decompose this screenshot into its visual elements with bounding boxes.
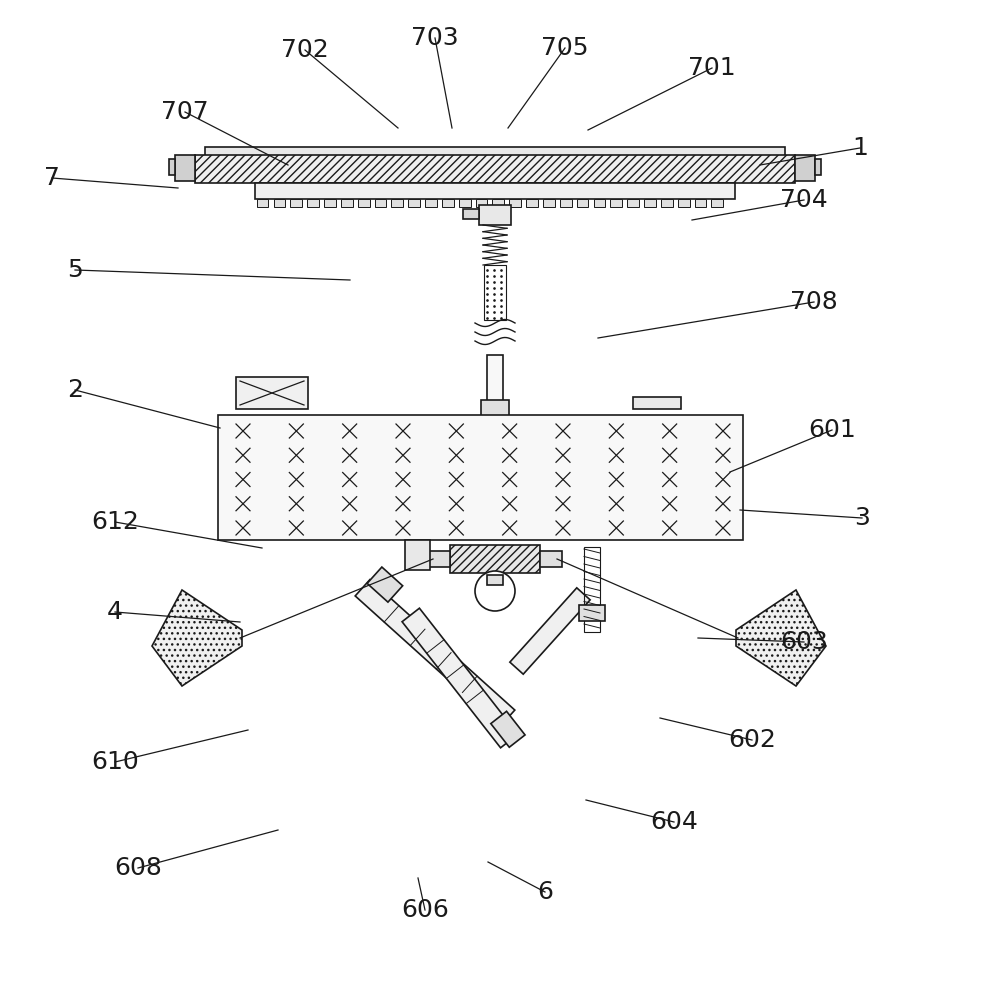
Bar [236, 377, 308, 409]
Text: 705: 705 [541, 36, 589, 60]
Text: 704: 704 [780, 188, 828, 212]
Text: 602: 602 [728, 728, 776, 752]
Bar [405, 540, 430, 570]
Bar [476, 199, 487, 207]
Text: 603: 603 [780, 630, 828, 654]
Bar [175, 155, 195, 181]
Bar [324, 199, 336, 207]
Text: 707: 707 [161, 100, 209, 124]
Bar [391, 199, 403, 207]
Bar [579, 605, 605, 621]
Polygon shape [491, 711, 525, 747]
Bar [450, 545, 540, 573]
Polygon shape [368, 567, 402, 602]
Bar [644, 199, 655, 207]
Text: 5: 5 [67, 258, 83, 282]
Polygon shape [152, 590, 242, 686]
Bar [484, 265, 506, 320]
Bar [274, 199, 285, 207]
Bar [463, 209, 479, 219]
Text: 601: 601 [808, 418, 856, 442]
Bar [255, 183, 735, 199]
Bar [694, 199, 706, 207]
Bar [795, 155, 815, 181]
Bar [205, 147, 785, 157]
Text: 4: 4 [107, 600, 123, 624]
Bar [677, 199, 689, 207]
Text: 610: 610 [91, 750, 138, 774]
Bar [459, 199, 470, 207]
Bar [611, 199, 622, 207]
Bar [815, 159, 821, 175]
Text: 3: 3 [854, 506, 870, 530]
Text: 6: 6 [537, 880, 553, 904]
Text: 606: 606 [401, 898, 449, 922]
Bar [540, 551, 562, 567]
Bar [218, 415, 743, 540]
Text: 702: 702 [281, 38, 329, 62]
Polygon shape [510, 588, 591, 674]
Text: 703: 703 [411, 26, 459, 50]
Text: 701: 701 [688, 56, 736, 80]
Polygon shape [736, 590, 826, 686]
Bar [661, 199, 672, 207]
Bar [358, 199, 370, 207]
Bar [169, 159, 175, 175]
Circle shape [475, 571, 515, 611]
Bar [408, 199, 420, 207]
Bar [487, 575, 503, 585]
Bar [543, 199, 555, 207]
Bar [627, 199, 639, 207]
Bar [428, 551, 450, 567]
Bar [341, 199, 353, 207]
Bar [374, 199, 386, 207]
Text: 1: 1 [852, 136, 868, 160]
Bar [307, 199, 319, 207]
Text: 604: 604 [650, 810, 698, 834]
Bar [560, 199, 572, 207]
Bar [594, 199, 606, 207]
Text: 2: 2 [67, 378, 83, 402]
Text: 7: 7 [44, 166, 60, 190]
Bar [633, 397, 681, 409]
Polygon shape [402, 608, 518, 748]
Bar [577, 199, 589, 207]
Bar [481, 400, 509, 418]
Bar [492, 199, 504, 207]
Text: 612: 612 [91, 510, 138, 534]
Bar [711, 199, 723, 207]
Polygon shape [356, 580, 515, 726]
Bar [526, 199, 538, 207]
Bar [442, 199, 454, 207]
Bar [584, 547, 600, 632]
Text: 708: 708 [790, 290, 838, 314]
Bar [509, 199, 521, 207]
Bar [257, 199, 269, 207]
Bar [425, 199, 437, 207]
Bar [479, 205, 511, 225]
Bar [195, 155, 795, 183]
Text: 608: 608 [115, 856, 162, 880]
Bar [487, 355, 503, 470]
Bar [291, 199, 302, 207]
